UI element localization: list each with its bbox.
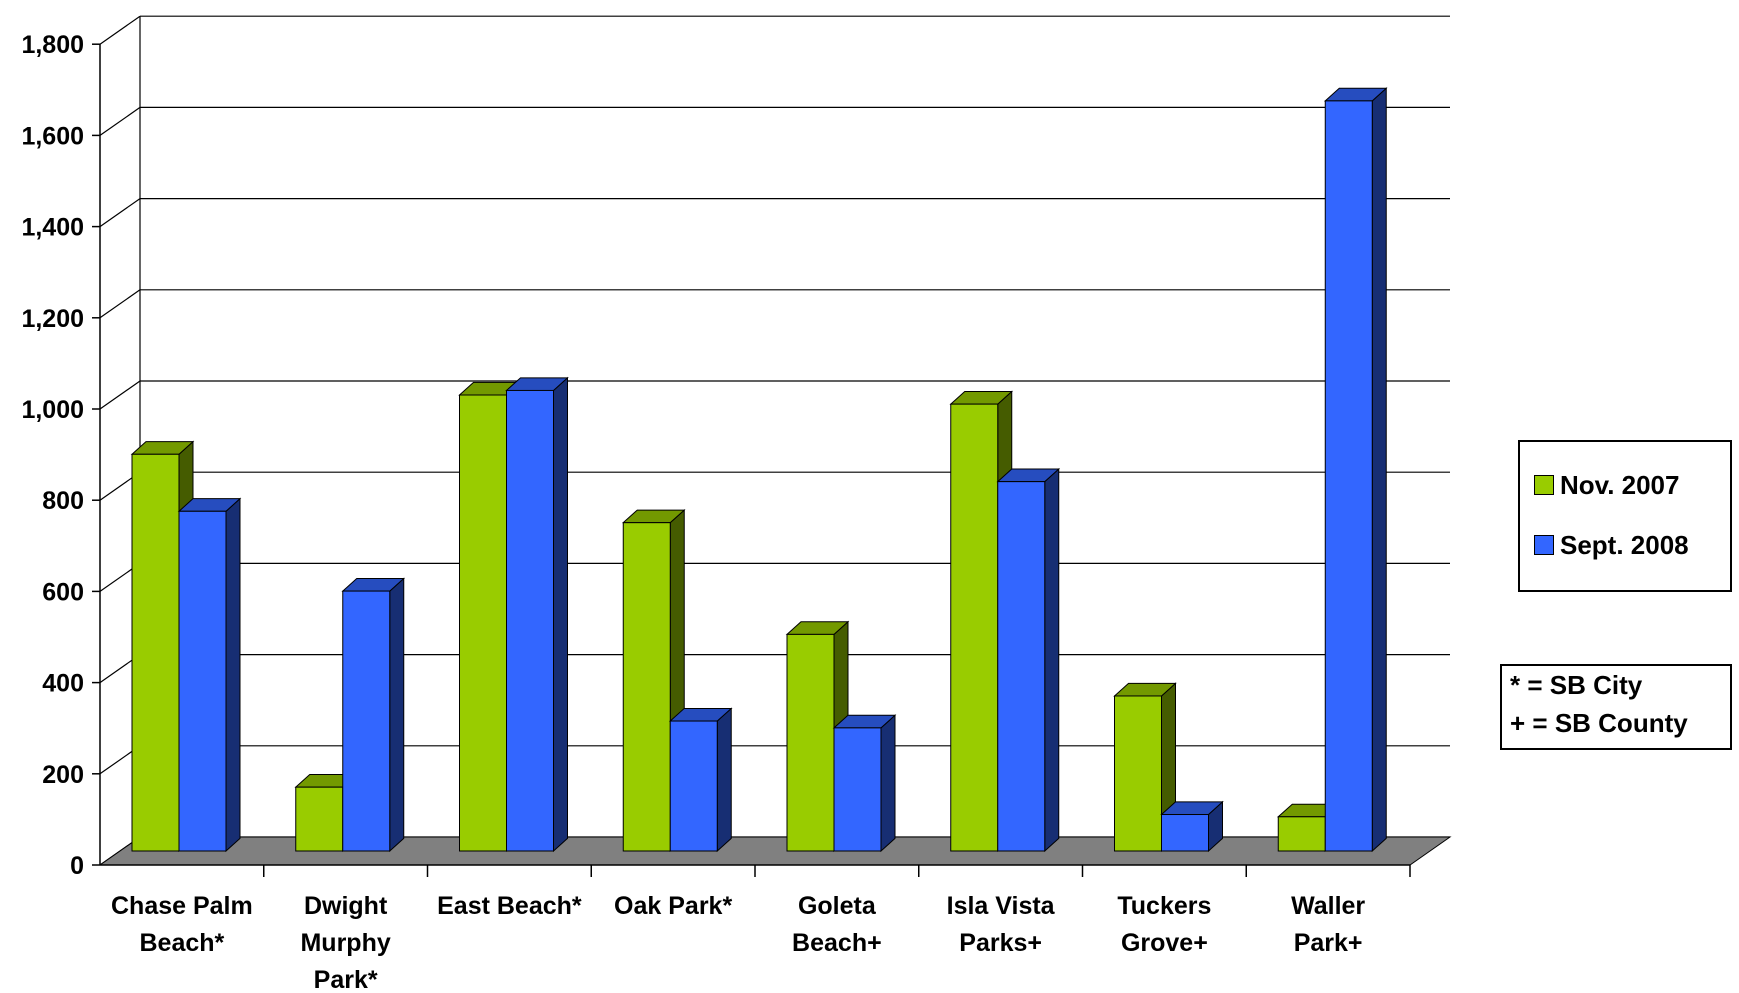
- chart-axes: [92, 43, 1411, 877]
- bar-6-series-2: [1160, 800, 1224, 853]
- y-axis-tick-labels: 0 200 400 600 800 1,000 1,200 1,400 1,600 1,800: [21, 31, 84, 880]
- y-tick-label-7: 1,400: [21, 214, 84, 242]
- note-sb-county: + = SB County: [1510, 708, 1688, 738]
- gridline-diagonal-9: [99, 15, 141, 45]
- legend-label-series-1: Nov. 2007: [1560, 469, 1680, 500]
- legend: Nov. 2007 Sept. 2008: [1518, 440, 1732, 592]
- bar-6-series-1: [1113, 682, 1177, 853]
- y-tick-label-6: 1,200: [21, 305, 84, 333]
- gridline-diagonal-6: [99, 289, 141, 319]
- legend-item-series-2: Sept. 2008: [1534, 530, 1689, 560]
- gridline-diagonal-5: [99, 380, 141, 410]
- legend-item-series-1: Nov. 2007: [1534, 470, 1679, 500]
- x-category-label-7: Waller Park+: [1291, 892, 1365, 957]
- x-category-label-6: Tuckers Grove+: [1117, 892, 1211, 957]
- bar-7-series-2: [1323, 87, 1388, 853]
- bar-5-series-2: [996, 467, 1061, 853]
- bar-1-series-2: [341, 577, 406, 853]
- jurisdiction-note-box: * = SB City + = SB County: [1500, 664, 1732, 750]
- bar-0-series-2: [177, 497, 242, 853]
- x-axis-category-labels: Chase Palm Beach* Dwight Murphy Park* East Be…: [111, 892, 1365, 993]
- bar-2-series-2: [505, 376, 569, 853]
- gridline-diagonal-7: [99, 198, 141, 228]
- y-tick-label-5: 1,000: [21, 396, 84, 424]
- y-tick-label-9: 1,800: [21, 31, 84, 59]
- x-category-label-5: Isla Vista Parks+: [947, 892, 1056, 957]
- y-tick-label-3: 600: [42, 578, 84, 606]
- bar-3-series-2: [668, 707, 733, 853]
- x-category-label-0: Chase Palm Beach*: [111, 892, 253, 957]
- y-tick-label-1: 200: [42, 761, 84, 789]
- y-tick-label-8: 1,600: [21, 122, 84, 150]
- bar-4-series-2: [832, 714, 897, 853]
- legend-label-series-2: Sept. 2008: [1560, 529, 1689, 560]
- legend-swatch-series-2: [1534, 535, 1554, 555]
- x-category-label-4: Goleta Beach+: [792, 892, 882, 957]
- note-sb-city: * = SB City: [1510, 670, 1643, 700]
- y-tick-label-4: 800: [42, 487, 84, 515]
- chart-back-wall: [99, 15, 1450, 866]
- gridline-diagonal-8: [99, 106, 141, 136]
- x-category-label-1: Dwight Murphy Park*: [300, 892, 390, 993]
- y-tick-label-0: 0: [70, 852, 84, 880]
- y-tick-label-2: 400: [42, 670, 84, 698]
- x-category-label-3: Oak Park*: [614, 892, 732, 920]
- legend-swatch-series-1: [1534, 475, 1554, 495]
- x-category-label-2: East Beach*: [437, 892, 582, 920]
- chart-bars: [130, 87, 1388, 853]
